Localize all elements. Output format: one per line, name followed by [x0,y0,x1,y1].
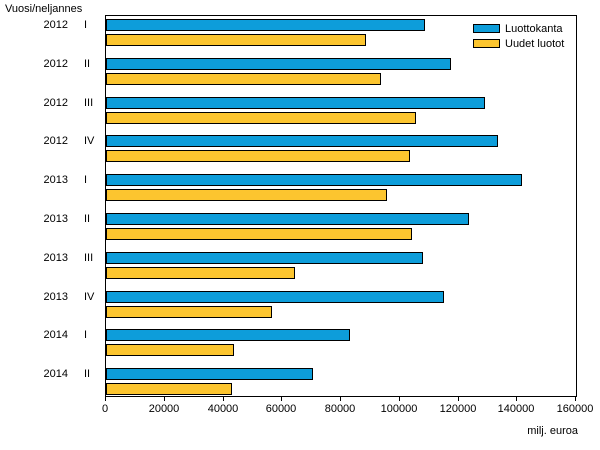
uudet-luotot-bar-2014-ii [106,383,232,396]
x-tick-mark [223,397,224,401]
x-tick-label-120000: 120000 [439,403,477,415]
legend: Luottokanta Uudet luotot [473,21,564,51]
legend-label: Luottokanta [505,22,563,35]
uudet-luotot-bar-2012-i [106,34,366,46]
x-tick-mark [281,397,282,401]
category-year: 2013 [43,213,68,225]
category-quarter: I [84,329,88,342]
luottokanta-bar-2012-ii [106,57,451,70]
uudet-luotot-bar-2013-ii [106,228,412,240]
category-label-2013-ii: 2013 II [0,213,105,225]
category-label-2014-i: 2014 I [0,329,105,341]
category-year: 2013 [43,290,68,303]
luottokanta-bar-2013-iii [106,251,423,264]
category-label-2013-iv: 2013 IV [0,291,105,303]
x-tick-label-80000: 80000 [324,403,356,415]
category-year: 2014 [43,329,68,342]
category-year: 2012 [43,19,68,31]
category-year: 2012 [43,96,68,109]
x-tick-mark [516,397,517,401]
uudet-luotot-bar-2013-i [106,189,387,202]
legend-swatch-icon [473,39,500,48]
x-tick-label-160000: 160000 [556,403,594,415]
luottokanta-bar-2013-iv [106,290,444,303]
category-quarter: I [84,19,88,31]
uudet-luotot-bar-2012-iv [106,150,410,163]
category-label-2012-iii: 2012 III [0,97,105,109]
category-year: 2013 [43,174,68,187]
x-tick-label-140000: 140000 [497,403,535,415]
x-tick-mark [399,397,400,401]
uudet-luotot-bar-2012-ii [106,72,381,85]
category-quarter: IV [84,290,95,303]
category-year: 2013 [43,251,68,264]
category-year: 2014 [43,368,68,381]
category-quarter: II [84,368,91,381]
uudet-luotot-bar-2013-iv [106,305,272,318]
legend-label: Uudet luotot [505,37,565,50]
category-label-2013-i: 2013 I [0,174,105,186]
x-tick-mark [340,397,341,401]
category-year: 2012 [43,135,68,148]
luottokanta-bar-2012-iv [106,135,498,148]
x-tick-label-60000: 60000 [265,403,297,415]
category-label-2013-iii: 2013 III [0,252,105,264]
category-label-2012-i: 2012 I [0,19,105,31]
category-year: 2012 [43,57,68,70]
category-label-2014-ii: 2014 II [0,368,105,380]
uudet-luotot-bar-2013-iii [106,266,295,279]
x-tick-label-40000: 40000 [207,403,239,415]
category-quarter: IV [84,135,95,148]
x-tick-label-20000: 20000 [148,403,180,415]
x-tick-mark [458,397,459,401]
luottokanta-bar-2013-ii [106,213,469,225]
category-quarter: II [84,213,91,225]
x-tick-mark [105,397,106,401]
category-label-2012-iv: 2012 IV [0,135,105,147]
legend-item-uudet-luotot: Uudet luotot [473,36,564,51]
luottokanta-bar-2013-i [106,174,522,187]
x-axis-title: milj. euroa [527,425,578,437]
category-quarter: II [84,57,91,70]
legend-item-luottokanta: Luottokanta [473,21,564,36]
plot-area [105,15,577,397]
uudet-luotot-bar-2012-iii [106,111,416,124]
x-tick-mark [164,397,165,401]
legend-swatch-icon [473,24,500,33]
x-tick-mark [575,397,576,401]
category-quarter: III [84,251,94,264]
uudet-luotot-bar-2014-i [106,344,234,357]
luottokanta-bar-2012-i [106,19,425,31]
luottokanta-bar-2012-iii [106,96,485,109]
x-tick-label-100000: 100000 [380,403,418,415]
category-quarter: I [84,174,88,187]
luottokanta-bar-2014-ii [106,368,313,381]
category-label-2012-ii: 2012 II [0,58,105,70]
y-axis-title: Vuosi/neljannes [5,3,83,15]
x-tick-label-0: 0 [101,403,109,415]
luottokanta-bar-2014-i [106,329,350,342]
category-quarter: III [84,96,94,109]
